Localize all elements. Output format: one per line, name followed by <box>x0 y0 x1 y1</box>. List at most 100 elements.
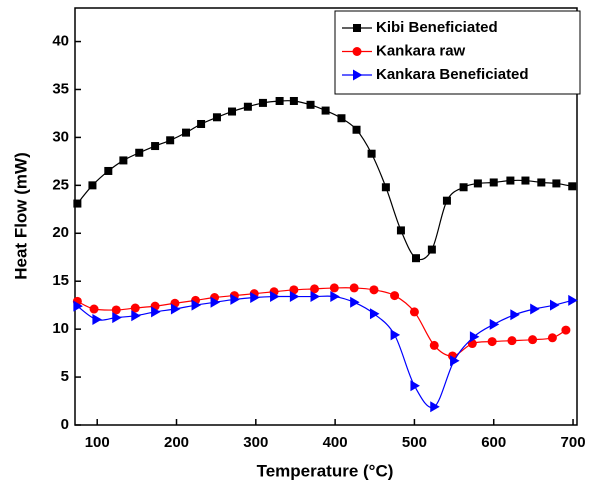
marker <box>182 128 191 137</box>
marker <box>473 179 482 188</box>
marker <box>243 102 252 111</box>
marker <box>228 107 237 116</box>
marker <box>310 284 320 294</box>
marker <box>369 285 379 295</box>
marker <box>429 340 439 350</box>
x-tick-label: 300 <box>243 434 268 451</box>
marker <box>506 176 515 185</box>
marker <box>352 125 361 134</box>
marker <box>88 181 97 190</box>
marker <box>442 196 451 205</box>
marker <box>258 98 267 107</box>
legend-marker <box>353 69 363 81</box>
marker <box>92 314 102 326</box>
y-tick-label: 15 <box>52 272 69 289</box>
marker <box>119 156 128 165</box>
marker <box>250 292 260 304</box>
marker <box>396 226 405 235</box>
marker <box>337 114 346 123</box>
marker <box>459 183 468 192</box>
marker <box>212 113 221 122</box>
marker <box>450 355 460 367</box>
y-tick-label: 30 <box>52 128 69 145</box>
legend-box <box>334 10 581 95</box>
y-tick-label: 0 <box>61 416 69 433</box>
marker <box>275 96 284 105</box>
marker <box>104 166 113 175</box>
marker <box>151 142 160 151</box>
marker <box>510 309 520 321</box>
marker <box>73 199 82 208</box>
x-tick-label: 700 <box>561 434 586 451</box>
marker <box>381 183 390 192</box>
marker <box>369 308 380 320</box>
marker <box>537 178 546 187</box>
marker <box>349 283 359 293</box>
marker <box>197 119 206 128</box>
marker <box>350 296 360 308</box>
legend-label: Kankara Beneficiated <box>376 66 529 83</box>
marker <box>130 303 140 313</box>
legend-marker <box>352 47 362 56</box>
x-tick-label: 600 <box>481 434 506 451</box>
marker <box>166 136 175 145</box>
marker <box>151 306 161 318</box>
marker <box>321 106 330 115</box>
marker <box>135 148 144 157</box>
marker <box>131 310 141 322</box>
marker <box>306 100 315 109</box>
marker <box>89 304 99 314</box>
marker <box>270 291 280 303</box>
marker <box>310 291 321 303</box>
legend-label: Kibi Beneficiated <box>376 19 498 36</box>
marker <box>489 318 500 330</box>
marker <box>210 296 221 308</box>
series-line <box>76 100 573 261</box>
marker <box>489 178 498 187</box>
marker <box>73 300 83 312</box>
y-tick-label: 25 <box>52 176 69 193</box>
marker <box>528 335 538 345</box>
legend-marker <box>353 24 361 32</box>
marker <box>550 299 560 311</box>
y-tick-label: 20 <box>52 224 69 241</box>
x-tick-label: 400 <box>323 434 348 451</box>
marker <box>409 307 419 317</box>
y-tick-label: 5 <box>61 368 69 385</box>
x-tick-label: 200 <box>164 434 189 451</box>
marker <box>289 96 298 105</box>
marker <box>568 182 577 191</box>
marker <box>530 303 540 315</box>
marker <box>568 294 578 306</box>
marker <box>329 283 339 293</box>
marker <box>410 380 420 392</box>
marker <box>521 176 530 185</box>
marker <box>561 325 571 335</box>
marker <box>552 179 561 188</box>
marker <box>469 331 480 343</box>
marker <box>330 291 340 303</box>
marker <box>430 401 440 413</box>
x-axis-label: Temperature (°C) <box>257 461 394 480</box>
marker <box>487 337 497 347</box>
y-tick-label: 35 <box>52 80 69 97</box>
marker <box>170 303 181 315</box>
plot-frame <box>74 7 578 426</box>
x-tick-label: 500 <box>402 434 427 451</box>
marker <box>191 299 202 311</box>
marker <box>427 245 436 254</box>
marker <box>112 312 122 324</box>
marker <box>390 291 400 301</box>
marker <box>412 254 421 263</box>
x-tick-label: 100 <box>85 434 110 451</box>
marker <box>230 293 240 305</box>
y-tick-label: 10 <box>52 320 69 337</box>
marker <box>547 333 557 343</box>
marker <box>367 149 376 158</box>
legend-label: Kankara raw <box>376 42 466 59</box>
marker <box>289 291 300 303</box>
marker <box>390 329 401 341</box>
y-tick-label: 40 <box>52 33 69 50</box>
marker <box>507 336 517 346</box>
